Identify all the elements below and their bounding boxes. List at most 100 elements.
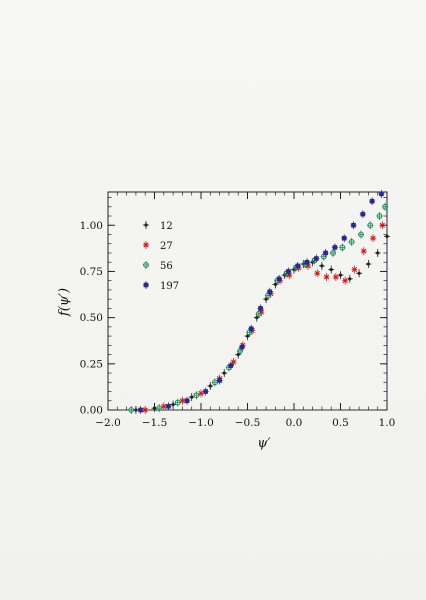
marker-square — [360, 211, 366, 217]
data-point — [294, 261, 301, 270]
marker-square — [286, 269, 291, 274]
marker-dot — [255, 316, 259, 320]
data-point — [174, 398, 181, 407]
data-point — [318, 261, 325, 270]
x-tick-label: 0.0 — [286, 417, 303, 429]
data-point — [379, 221, 386, 230]
data-point — [276, 274, 283, 283]
marker-dot — [273, 282, 277, 286]
marker-open-circle — [348, 238, 355, 245]
marker-open-circle — [367, 222, 374, 229]
marker-square — [341, 235, 347, 241]
marker-open-circle — [193, 392, 200, 399]
data-point — [238, 343, 245, 352]
x-tick-label: −2.0 — [95, 417, 121, 429]
legend-label-56: 56 — [160, 261, 173, 272]
marker-cross — [143, 242, 149, 248]
marker-open-circle — [128, 407, 135, 413]
marker-square — [323, 250, 328, 256]
data-point — [384, 232, 390, 241]
data-point — [184, 396, 191, 405]
data-point — [151, 404, 158, 413]
marker-cross — [379, 222, 385, 228]
data-point — [193, 391, 200, 400]
data-point — [179, 396, 186, 405]
marker-square — [258, 306, 263, 311]
legend-label-197: 197 — [160, 281, 179, 292]
marker-dot — [236, 352, 240, 357]
data-point — [356, 269, 363, 278]
x-tick-label: −1.5 — [142, 417, 168, 429]
data-point — [266, 287, 273, 296]
marker-square — [267, 289, 273, 295]
x-tick-label: 1.0 — [379, 417, 396, 429]
marker-cross — [314, 270, 320, 276]
marker-open-circle — [358, 231, 364, 238]
legend-marker-56 — [143, 261, 149, 269]
series-197 — [137, 189, 385, 414]
data-point — [332, 272, 339, 281]
data-point — [374, 248, 381, 257]
data-point — [351, 265, 358, 274]
marker-cross — [323, 274, 330, 280]
data-point — [207, 381, 214, 390]
series-27 — [142, 221, 386, 414]
marker-dot — [222, 371, 226, 375]
marker-square — [379, 191, 384, 197]
marker-dot — [264, 297, 268, 301]
data-point — [369, 197, 376, 206]
data-point — [350, 221, 357, 230]
data-point — [376, 212, 383, 221]
marker-cross — [361, 248, 367, 254]
marker-dot — [385, 234, 389, 238]
y-axis-label: f(ψ′) — [57, 288, 72, 317]
data-point — [331, 243, 338, 252]
marker-square — [295, 263, 301, 269]
data-point — [170, 400, 177, 409]
data-point — [323, 272, 330, 281]
data-point — [322, 248, 329, 257]
data-point — [128, 406, 135, 414]
marker-dot — [208, 384, 212, 388]
marker-square — [143, 282, 149, 288]
marker-square — [184, 398, 190, 404]
marker-dot — [134, 408, 138, 412]
data-point — [378, 189, 385, 198]
marker-square — [203, 389, 208, 394]
marker-square — [138, 407, 143, 413]
marker-dot — [190, 395, 194, 399]
marker-cross — [370, 235, 376, 241]
legend-label-12: 12 — [160, 221, 173, 232]
data-point — [202, 387, 209, 396]
marker-cross — [179, 398, 185, 404]
legend-marker-12 — [143, 221, 149, 229]
marker-open-circle — [382, 203, 389, 210]
data-point — [357, 230, 364, 239]
data-point — [339, 243, 346, 252]
marker-open-circle — [255, 311, 262, 317]
marker-square — [228, 363, 234, 368]
data-point — [314, 269, 321, 278]
data-point — [137, 406, 144, 414]
x-axis-label: ψ′ — [257, 436, 270, 451]
data-point — [227, 361, 234, 370]
legend-label-27: 27 — [160, 241, 173, 252]
marker-square — [351, 222, 356, 228]
data-point — [348, 237, 355, 246]
marker-cross — [142, 407, 148, 413]
marker-open-circle — [339, 244, 346, 251]
data-point — [365, 260, 372, 269]
data-point — [156, 404, 163, 413]
data-point — [346, 274, 353, 283]
legend-marker-27 — [143, 241, 149, 249]
y-tick-label: 0.25 — [80, 358, 103, 370]
marker-square — [239, 344, 245, 350]
data-point — [165, 402, 172, 411]
marker-dot — [329, 267, 333, 272]
marker-square — [314, 256, 319, 261]
marker-dot — [320, 264, 324, 268]
data-point — [337, 271, 344, 280]
data-point — [255, 309, 262, 318]
